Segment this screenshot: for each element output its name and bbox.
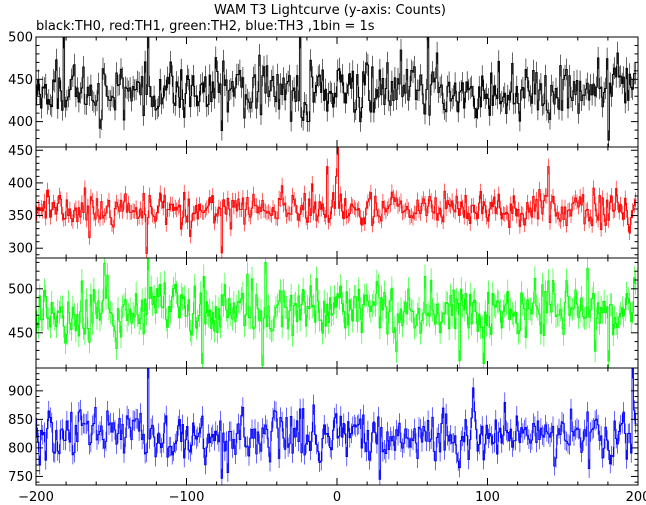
series-errorbars-3 [36,368,636,485]
series-line-1 [36,147,637,254]
x-tick-label: −100 [169,490,205,505]
y-tick-label: 450 [8,326,33,341]
x-tick-label: −200 [18,490,54,505]
x-tick-label: 200 [626,490,646,505]
panel-2: 450 500 [8,257,639,369]
series-errorbars-2 [36,258,636,368]
y-tick-label: 300 [8,242,33,257]
y-tick-label: 450 [8,73,33,88]
x-tick-label: 0 [333,490,341,505]
y-tick-label: 800 [8,441,33,456]
chart-title: WAM T3 Lightcurve (y-axis: Counts) [214,3,446,18]
panels-group: 400 450 500 300 350 400 450 450 500 750 800 850 900 −… [8,31,646,505]
y-tick-label: 750 [8,470,33,485]
series-errorbars-0 [36,37,636,147]
x-tick-label: 100 [475,490,500,505]
y-tick-label: 400 [8,115,33,130]
y-tick-label: 500 [8,282,33,297]
panel-1: 300 350 400 450 [8,144,639,259]
y-tick-label: 350 [8,209,33,224]
panel-3: 750 800 850 900 −200 −100 0 100 200 [8,367,646,505]
y-tick-label: 500 [8,31,33,46]
series-errorbars-1 [36,147,636,258]
y-tick-label: 850 [8,413,33,428]
y-tick-label: 450 [8,144,33,159]
y-tick-label: 900 [8,384,33,399]
panel-0: 400 450 500 [8,31,639,148]
y-tick-label: 400 [8,176,33,191]
chart-subtitle: black:TH0, red:TH1, green:TH2, blue:TH3 … [36,19,375,34]
